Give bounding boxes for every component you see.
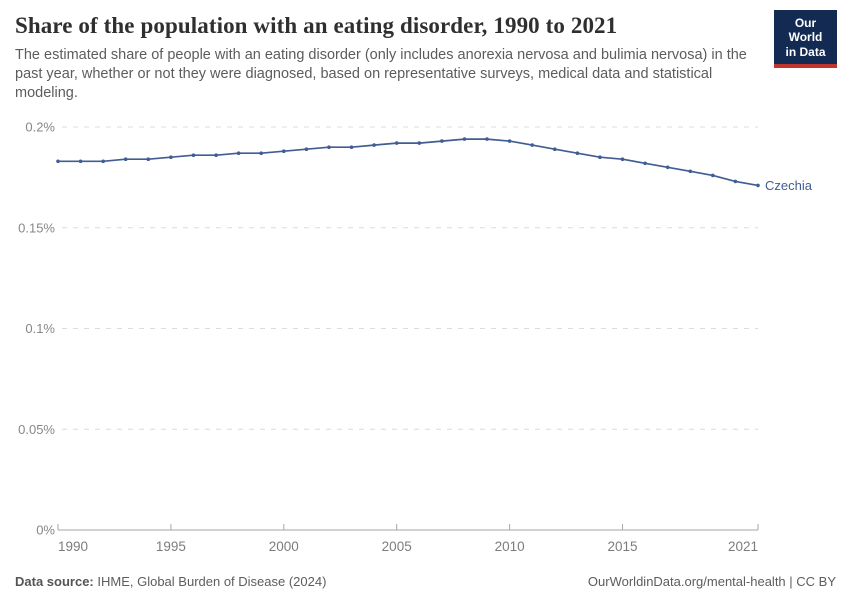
data-point [485, 137, 489, 141]
data-point [259, 151, 264, 155]
data-point [372, 143, 376, 147]
chart-subtitle: The estimated share of people with an ea… [15, 47, 747, 102]
x-tick-label: 2010 [495, 539, 525, 554]
data-point [665, 165, 670, 170]
data-line [57, 138, 759, 187]
data-source-value: IHME, Global Burden of Disease (2024) [97, 574, 327, 589]
data-point [327, 145, 331, 149]
y-tick-label: 0% [36, 523, 55, 538]
data-point [553, 147, 557, 151]
x-tick-label: 2005 [382, 539, 412, 554]
chart-area: 0% 0.05% 0.1% 0.15% 0.2% 1990 1995 2000 2005 2010… [0, 105, 850, 575]
data-point [214, 153, 218, 157]
data-point [643, 161, 647, 166]
data-point [440, 139, 444, 143]
owid-logo[interactable]: Our World in Data [774, 10, 837, 69]
chart-title: Share of the population with an eating d… [15, 13, 618, 38]
entity-label[interactable]: Czechia [765, 178, 813, 193]
data-point [394, 141, 399, 145]
data-point [236, 151, 241, 155]
data-point [349, 145, 354, 149]
data-point [101, 159, 105, 164]
chart-header: Share of the population with an eating d… [15, 13, 765, 103]
owid-logo-line2: in Data [785, 44, 826, 59]
y-tick-label: 0.1% [25, 321, 55, 336]
data-point [123, 157, 128, 161]
owid-logo-line1: Our World [788, 16, 823, 45]
data-point [169, 155, 173, 159]
data-point [282, 149, 286, 153]
data-source: Data source: IHME, Global Burden of Dise… [15, 574, 326, 589]
data-point [191, 153, 196, 157]
data-point [733, 179, 738, 184]
data-source-label: Data source: [15, 574, 94, 589]
data-point [620, 157, 625, 161]
y-tick-label: 0.05% [18, 422, 55, 437]
y-tick-label: 0.15% [18, 220, 55, 235]
line-chart: 0% 0.05% 0.1% 0.15% 0.2% 1990 1995 2000 2005 2010… [18, 120, 813, 555]
x-tick-label: 1990 [58, 539, 88, 554]
data-point [304, 147, 309, 151]
x-tick-label: 2021 [728, 539, 758, 554]
data-point [756, 183, 760, 188]
chart-footer: Data source: IHME, Global Burden of Dise… [15, 574, 836, 589]
x-tick-label: 2000 [269, 539, 299, 554]
data-point [56, 159, 60, 164]
data-point [417, 141, 422, 145]
y-tick-label: 0.2% [25, 120, 55, 135]
data-point [146, 157, 151, 161]
data-point [688, 169, 693, 174]
data-point [78, 159, 83, 164]
data-point [711, 173, 715, 178]
x-tick-label: 2015 [607, 539, 637, 554]
data-point [598, 155, 602, 159]
x-tick-label: 1995 [156, 539, 186, 554]
data-point [530, 143, 534, 147]
credit-link[interactable]: OurWorldinData.org/mental-health | CC BY [587, 574, 836, 589]
data-point [507, 139, 512, 143]
data-point [462, 137, 467, 141]
data-point [575, 151, 580, 155]
